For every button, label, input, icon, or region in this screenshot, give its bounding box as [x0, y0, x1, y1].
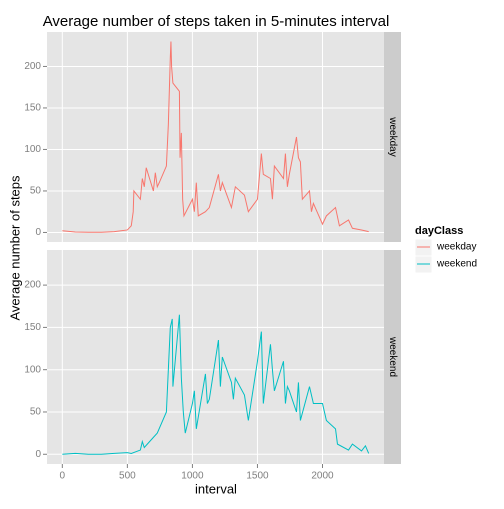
facet-label: weekday — [387, 116, 398, 156]
line — [62, 314, 370, 455]
y-tick-label: 150 — [24, 322, 41, 333]
y-tick-label: 100 — [24, 144, 41, 155]
facet-strip — [384, 32, 401, 242]
chart-title: Average number of steps taken in 5-minut… — [43, 13, 390, 30]
x-tick-label: 2000 — [311, 471, 334, 482]
y-tick-label: 150 — [24, 103, 41, 114]
y-tick-label: 200 — [24, 280, 41, 291]
x-tick-label: 1000 — [181, 471, 204, 482]
y-tick-label: 0 — [35, 449, 41, 460]
x-tick-label: 0 — [60, 471, 66, 482]
x-tick-label: 500 — [119, 471, 136, 482]
y-axis-label: Average number of steps — [7, 175, 22, 321]
facet-strip — [384, 250, 401, 464]
panel — [47, 32, 384, 242]
x-axis-label: interval — [195, 481, 237, 496]
x-tick-label: 1500 — [246, 471, 269, 482]
y-tick-label: 50 — [30, 186, 42, 197]
line — [62, 41, 369, 233]
legend-label: weekday — [436, 242, 476, 253]
legend-label: weekend — [436, 259, 477, 270]
y-tick-label: 100 — [24, 364, 41, 375]
y-tick-label: 50 — [30, 407, 42, 418]
legend-title: dayClass — [415, 225, 463, 237]
y-tick-label: 0 — [35, 227, 41, 238]
y-tick-label: 200 — [24, 61, 41, 72]
facet-label: weekend — [387, 336, 398, 377]
